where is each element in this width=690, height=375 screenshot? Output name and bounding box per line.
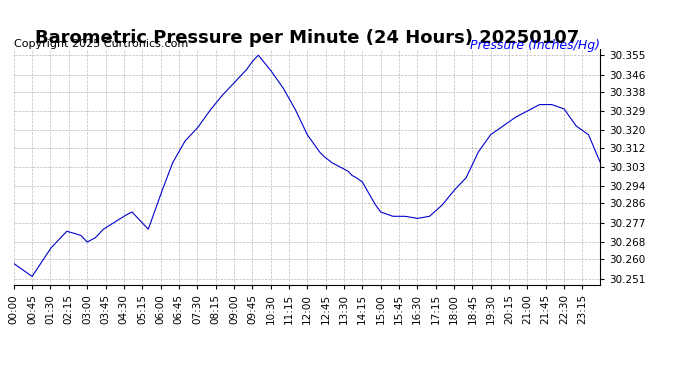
Text: Pressure (Inches/Hg): Pressure (Inches/Hg) <box>471 39 600 53</box>
Title: Barometric Pressure per Minute (24 Hours) 20250107: Barometric Pressure per Minute (24 Hours… <box>35 29 579 47</box>
Text: Copyright 2025 Curtronics.com: Copyright 2025 Curtronics.com <box>14 39 188 50</box>
